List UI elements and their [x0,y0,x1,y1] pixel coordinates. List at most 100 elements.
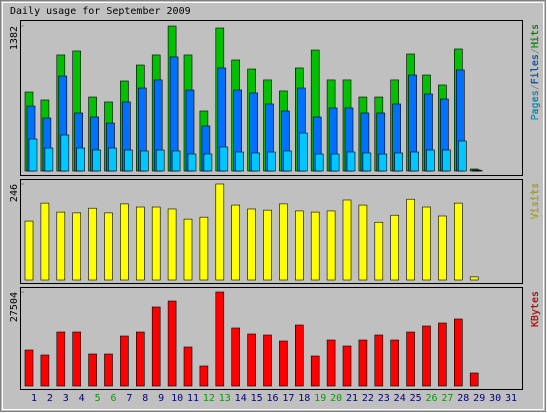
x-tick-label: 5 [95,393,101,404]
x-tick-label: 22 [362,393,374,404]
bar [72,212,81,281]
bar [326,210,336,281]
bar [362,152,372,172]
bar [378,153,388,172]
chart-title: Daily usage for September 2009 [10,6,191,17]
bar [231,204,240,281]
bar [183,218,193,281]
bar [215,183,225,281]
x-tick-label: 12 [203,393,215,404]
bar [330,153,340,172]
bar [203,153,213,172]
bar [199,365,209,387]
x-tick-label: 21 [346,393,358,404]
bar [310,355,320,387]
legend: KBytes [530,291,541,327]
bar [453,202,463,281]
bar [56,211,66,281]
legend: Visits [530,183,541,219]
bar [124,149,133,172]
x-tick-label: 15 [251,393,263,404]
bar [136,206,145,281]
bar [294,324,304,387]
x-tick-label: 31 [505,393,517,404]
legend: Pages/Files/Hits [530,24,541,120]
bar [469,276,479,281]
legend-entry: Files [530,54,541,84]
x-tick-label: 14 [235,393,247,404]
bar [108,147,117,172]
bar [235,151,244,172]
bar [88,207,97,281]
bar [167,208,177,281]
bar [473,170,483,172]
legend-entry: KBytes [530,291,541,327]
x-tick-label: 17 [282,393,294,404]
bar [358,339,368,387]
bar [267,151,276,172]
legend-separator: / [530,84,541,90]
bar [72,331,81,387]
legend-separator: / [530,48,541,54]
bar [136,331,145,387]
bar [263,209,272,281]
bar [279,340,288,387]
bar [374,334,384,387]
y-max-label: 246 [9,184,20,202]
x-tick-label: 25 [410,393,422,404]
x-tick-label: 30 [489,393,501,404]
bar [438,215,447,281]
bar [40,354,50,387]
bar [40,202,50,281]
bar [183,346,193,387]
x-tick-label: 26 [425,393,437,404]
x-tick-label: 19 [314,393,326,404]
x-tick-label: 23 [378,393,390,404]
bar [155,149,165,172]
bar [298,132,308,172]
bar [104,212,113,281]
x-tick-label: 9 [158,393,164,404]
bar [294,210,304,281]
x-tick-label: 16 [266,393,278,404]
bar [342,199,352,281]
x-tick-label: 10 [171,393,183,404]
bar [24,349,34,387]
bar [28,138,38,172]
legend-entry: Visits [530,183,541,219]
bar [283,150,292,172]
bar [438,322,447,387]
x-tick-label: 27 [441,393,453,404]
bar [310,211,320,281]
bar [151,206,161,281]
bar [44,147,54,172]
bar [247,333,256,387]
bar [151,306,161,387]
bar [442,149,451,172]
x-tick-label: 7 [126,393,132,404]
bar [219,146,229,172]
bar [92,149,101,172]
x-tick-label: 6 [110,393,116,404]
bar [394,152,404,172]
y-max-label: 27504 [9,292,20,322]
x-tick-label: 28 [457,393,469,404]
bar [326,339,336,387]
bar [60,134,70,172]
bevel [2,2,544,410]
bar [215,291,225,387]
x-tick-label: 3 [63,393,69,404]
x-tick-label: 2 [47,393,53,404]
bar [247,208,256,281]
bar [88,353,97,387]
bar [104,353,113,387]
bar [24,220,34,281]
bar [120,203,129,281]
bar [56,331,66,387]
x-tick-label: 24 [394,393,406,404]
bar [457,140,467,172]
bar [167,300,177,387]
bar [314,153,324,172]
x-tick-label: 4 [79,393,85,404]
